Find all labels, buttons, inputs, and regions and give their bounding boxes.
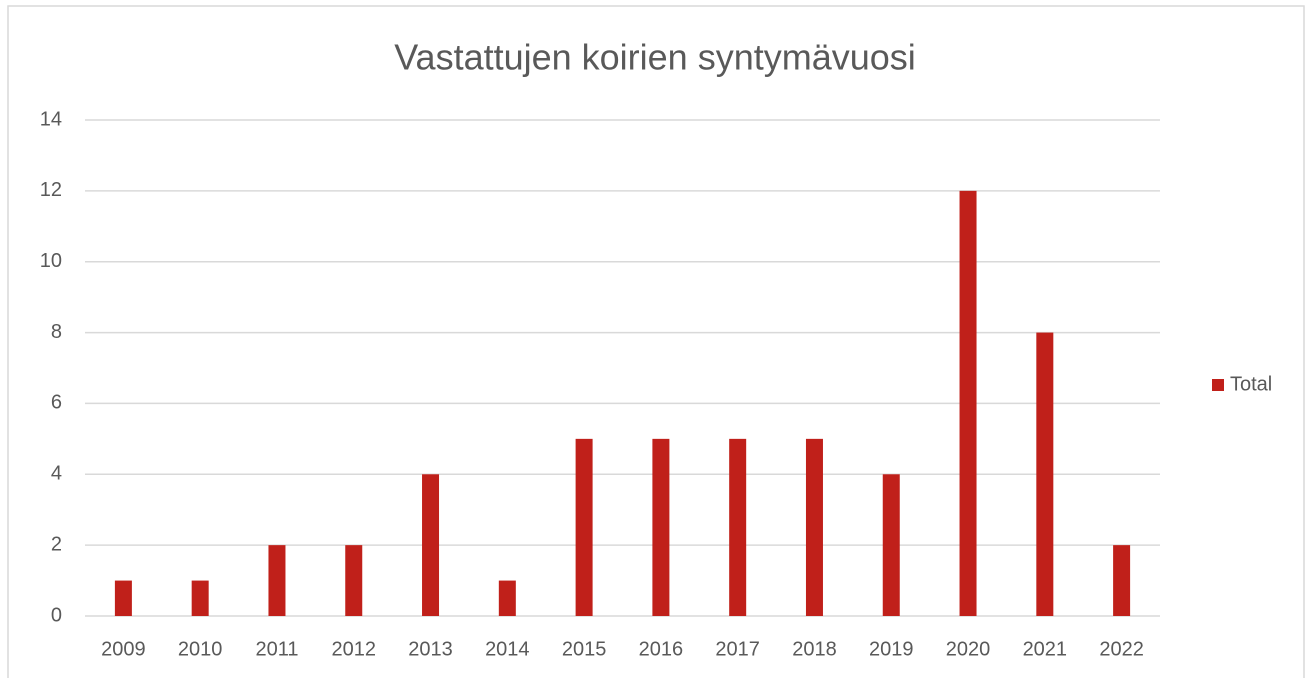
bar <box>345 545 363 616</box>
y-tick-label: 2 <box>51 533 62 555</box>
bar <box>729 438 747 616</box>
x-tick-label: 2012 <box>332 638 377 660</box>
bar <box>268 545 286 616</box>
x-tick-label: 2017 <box>715 638 760 660</box>
bar <box>498 580 516 616</box>
bar <box>1113 545 1131 616</box>
y-tick-label: 6 <box>51 392 62 414</box>
x-tick-label: 2020 <box>946 638 991 660</box>
legend-label: Total <box>1230 373 1272 395</box>
bar <box>959 190 977 616</box>
y-tick-label: 8 <box>51 321 62 343</box>
bar <box>575 438 593 616</box>
bar <box>805 438 823 616</box>
x-tick-label: 2022 <box>1099 638 1144 660</box>
x-tick-label: 2014 <box>485 638 530 660</box>
x-tick-label: 2009 <box>101 638 146 660</box>
x-tick-label: 2011 <box>255 638 298 660</box>
x-tick-label: 2013 <box>408 638 453 660</box>
y-tick-label: 14 <box>40 108 62 130</box>
chart-title: Vastattujen koirien syntymävuosi <box>394 37 916 78</box>
y-tick-label: 12 <box>40 179 62 201</box>
y-tick-label: 0 <box>51 604 62 626</box>
bar <box>652 438 670 616</box>
bar <box>1036 332 1054 616</box>
x-tick-label: 2018 <box>792 638 837 660</box>
bar <box>191 580 209 616</box>
bar <box>114 580 132 616</box>
bar <box>882 474 900 616</box>
x-tick-label: 2015 <box>562 638 607 660</box>
y-tick-label: 10 <box>40 250 62 272</box>
bar <box>422 474 440 616</box>
legend-swatch <box>1212 379 1224 391</box>
x-tick-label: 2019 <box>869 638 914 660</box>
y-tick-label: 4 <box>51 463 62 485</box>
x-tick-label: 2010 <box>178 638 223 660</box>
x-tick-label: 2021 <box>1023 638 1068 660</box>
x-tick-label: 2016 <box>639 638 684 660</box>
